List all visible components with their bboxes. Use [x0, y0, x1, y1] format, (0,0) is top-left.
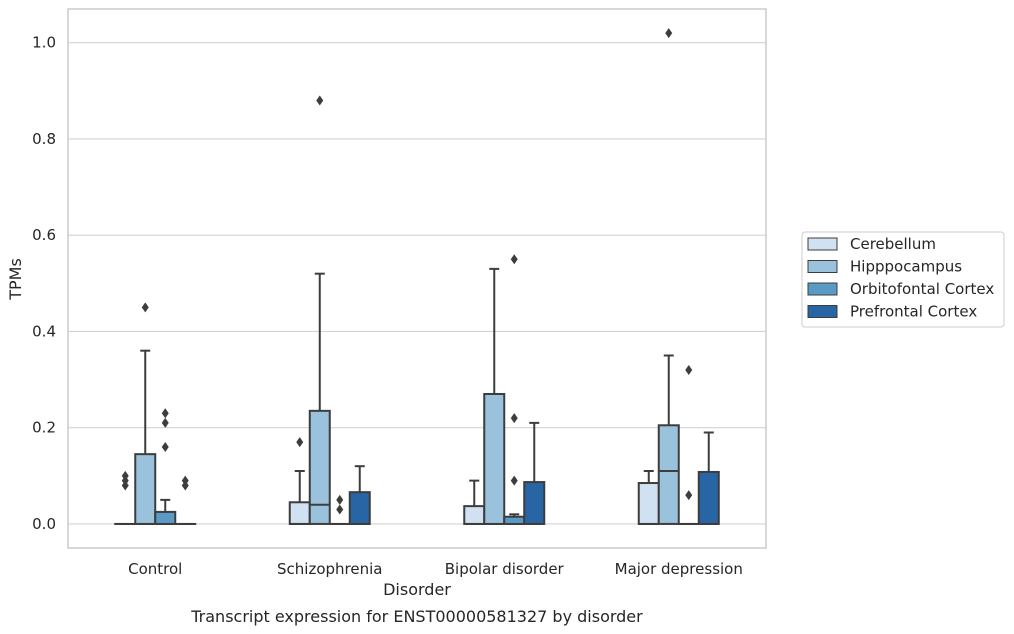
box-iqr — [154, 510, 177, 525]
outlier-point — [336, 504, 344, 515]
legend-swatch — [807, 305, 838, 318]
legend-swatch — [807, 260, 838, 273]
legend-swatch — [807, 282, 838, 296]
chart-caption: Transcript expression for ENST0000058132… — [190, 607, 643, 626]
box-group — [134, 302, 157, 525]
legend-label: Hipppocampus — [850, 258, 962, 276]
legend-label: Cerebellum — [850, 235, 936, 253]
box-group — [154, 408, 177, 525]
outlier-point — [181, 475, 189, 486]
outlier-point — [510, 254, 518, 265]
legend: Cerebellum Hipppocampus Orbitofontal Corte… — [801, 231, 1005, 328]
box-iqr — [483, 393, 506, 525]
box-group — [697, 431, 720, 525]
plot-area-frame — [67, 8, 767, 549]
box-plot-marks — [114, 28, 720, 525]
box-iqr — [308, 409, 331, 525]
outlier-point — [685, 490, 693, 501]
outlier-point — [161, 441, 169, 452]
outlier-point — [685, 364, 693, 375]
box-iqr — [503, 515, 526, 525]
y-tick-label: 0.0 — [32, 515, 56, 533]
x-tick-label: Major depression — [615, 560, 743, 578]
legend-frame — [801, 231, 1005, 328]
box-group — [637, 470, 660, 525]
box-group — [174, 475, 197, 525]
box-iqr — [463, 505, 486, 525]
outlier-point — [141, 302, 149, 313]
outlier-point — [336, 494, 344, 505]
y-tick-label: 0.6 — [32, 226, 56, 244]
y-tick-label: 1.0 — [32, 34, 56, 52]
outlier-point — [510, 475, 518, 486]
box-iqr — [697, 470, 720, 525]
y-axis-label: TPMs — [6, 258, 25, 301]
box-group — [483, 267, 506, 525]
box-group — [523, 421, 546, 525]
y-axis-ticks: 0.0 0.2 0.4 0.6 0.8 1.0 — [32, 34, 56, 533]
legend-swatch — [807, 237, 838, 251]
box-iqr — [288, 501, 311, 525]
legend-label: Orbitofontal Cortex — [850, 280, 994, 298]
outlier-point — [665, 28, 673, 39]
box-group — [348, 465, 371, 525]
x-axis-label: Disorder — [383, 580, 451, 599]
x-tick-label: Bipolar disorder — [445, 560, 565, 578]
box-iqr — [523, 481, 546, 525]
outlier-point — [161, 408, 169, 419]
y-tick-label: 0.2 — [32, 419, 56, 437]
box-group — [308, 95, 331, 525]
x-tick-label: Control — [128, 560, 182, 578]
x-tick-label: Schizophrenia — [277, 560, 382, 578]
box-group — [328, 494, 351, 525]
outlier-point — [510, 413, 518, 424]
box-group — [463, 479, 486, 525]
box-iqr — [637, 482, 660, 525]
outlier-point — [161, 417, 169, 428]
box-group — [503, 254, 526, 525]
box-iqr — [348, 491, 371, 525]
outlier-point — [316, 95, 324, 106]
box-group — [657, 28, 680, 525]
y-tick-label: 0.8 — [32, 130, 56, 148]
outlier-point — [296, 437, 304, 448]
outlier-point — [121, 470, 129, 481]
box-iqr — [134, 453, 157, 525]
y-tick-label: 0.4 — [32, 322, 56, 340]
x-axis-ticks: Control Schizophrenia Bipolar disorder Majo… — [128, 560, 743, 578]
legend-label: Prefrontal Cortex — [850, 303, 977, 321]
box-iqr — [657, 424, 680, 525]
